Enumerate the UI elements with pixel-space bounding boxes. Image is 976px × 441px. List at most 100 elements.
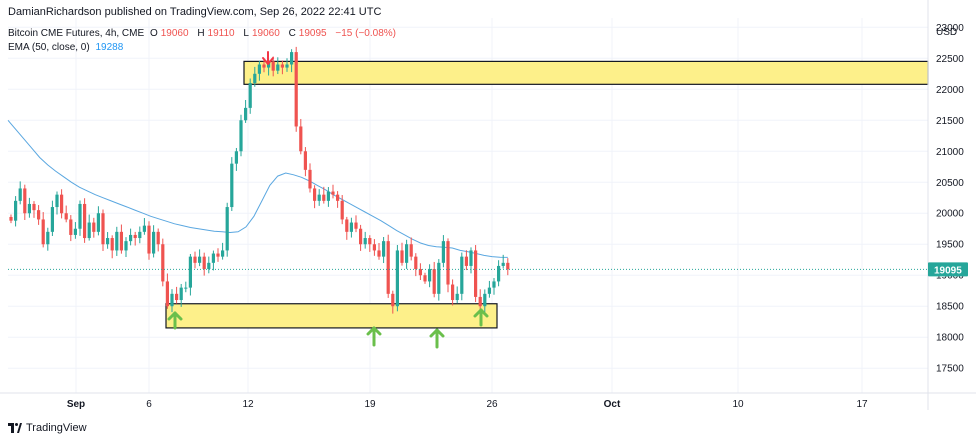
candle-up [441, 241, 445, 263]
arrow-up-icon [167, 311, 183, 330]
y-tick-label: 20000 [936, 209, 964, 220]
candle-down [294, 52, 298, 127]
candle-up [349, 222, 353, 232]
candle-down [92, 222, 96, 232]
candle-down [41, 219, 45, 245]
candle-down [193, 256, 197, 263]
candle-up [257, 64, 261, 74]
legend-ema-label[interactable]: EMA (50, close, 0) [8, 42, 90, 53]
candle-up [276, 64, 280, 71]
candle-up [234, 151, 238, 164]
arrow-down-icon [262, 51, 274, 65]
candle-down [161, 244, 165, 282]
arrow-up-head [429, 328, 445, 338]
candle-down [308, 169, 312, 189]
arrow-up-icon [366, 326, 382, 347]
candle-down [202, 256, 206, 270]
candle-up [290, 52, 294, 65]
candle-up [405, 244, 409, 263]
candle-up [382, 241, 386, 257]
candle-up [27, 203, 31, 214]
candle-up [326, 191, 330, 201]
candle-down [83, 203, 87, 239]
candle-up [492, 281, 496, 288]
resistance-zone[interactable] [243, 60, 929, 85]
candle-down [175, 293, 179, 301]
candle-up [96, 213, 100, 232]
legend-close: C 19095 [288, 28, 327, 39]
legend-low: L 19060 [243, 28, 280, 39]
y-tick-label: 19500 [936, 240, 964, 251]
candle-up [239, 120, 243, 152]
legend-symbol[interactable]: Bitcoin CME Futures, 4h, CME [8, 28, 145, 39]
candle-down [32, 203, 36, 211]
legend-ema-value: 19288 [95, 42, 124, 53]
candle-up [230, 163, 234, 208]
candle-up [78, 203, 82, 229]
arrow-up-icon [429, 328, 445, 349]
candle-down [377, 250, 381, 257]
candle-down [299, 126, 303, 152]
y-tick-label: 18000 [936, 333, 964, 344]
candle-down [391, 293, 395, 307]
candle-down [9, 216, 13, 221]
candle-down [271, 61, 275, 71]
candle-up [395, 250, 399, 307]
candle-up [244, 107, 248, 121]
support-zone[interactable] [165, 303, 498, 329]
candle-up [455, 293, 459, 301]
candle-up [207, 262, 211, 270]
x-tick-label: 6 [146, 399, 152, 410]
candle-up [170, 293, 174, 307]
x-tick-label: 19 [364, 399, 376, 410]
candle-down [110, 238, 114, 251]
legend-ema-row: EMA (50, close, 0) 19288 [8, 41, 399, 55]
x-tick-label: Sep [67, 399, 85, 410]
candle-up [428, 269, 432, 282]
y-tick-label: 21500 [936, 116, 964, 127]
candle-up [211, 253, 215, 263]
y-tick-label: 17500 [936, 364, 964, 375]
candle-up [18, 188, 22, 201]
candle-down [262, 64, 266, 68]
candle-up [460, 256, 464, 294]
legend-open: O 19060 [149, 28, 189, 39]
candle-down [156, 231, 160, 245]
candle-down [216, 253, 220, 257]
candle-down [322, 194, 326, 201]
chart-legend: Bitcoin CME Futures, 4h, CME O 19060 H 191… [8, 27, 399, 55]
candle-up [106, 238, 110, 245]
candle-down [432, 269, 436, 294]
candle-down [418, 269, 422, 276]
currency-label: USD [936, 27, 957, 38]
candle-up [437, 262, 441, 294]
candle-up [129, 234, 133, 242]
candle-up [46, 231, 50, 245]
candle-down [331, 191, 335, 195]
candle-up [55, 194, 59, 208]
y-tick-label: 22000 [936, 85, 964, 96]
x-tick-label: 12 [242, 399, 254, 410]
candle-up [198, 256, 202, 263]
candle-up [124, 241, 128, 251]
y-tick-label: 23000 [936, 23, 964, 34]
candle-down [359, 228, 363, 245]
candle-up [14, 200, 18, 221]
candle-down [464, 256, 468, 266]
candle-up [221, 250, 225, 257]
arrow-up-icon [473, 308, 489, 327]
candle-up [87, 222, 91, 239]
candle-down [446, 241, 450, 285]
ema-line [7, 119, 508, 258]
candle-down [345, 219, 349, 232]
candle-up [285, 64, 289, 68]
candle-up [50, 207, 54, 232]
legend-high: H 19110 [197, 28, 235, 39]
candle-down [340, 200, 344, 220]
candle-down [386, 241, 390, 294]
arrow-up-head [167, 311, 183, 321]
arrow-down-head [262, 57, 274, 65]
candle-down [354, 222, 358, 229]
candle-down [372, 244, 376, 251]
